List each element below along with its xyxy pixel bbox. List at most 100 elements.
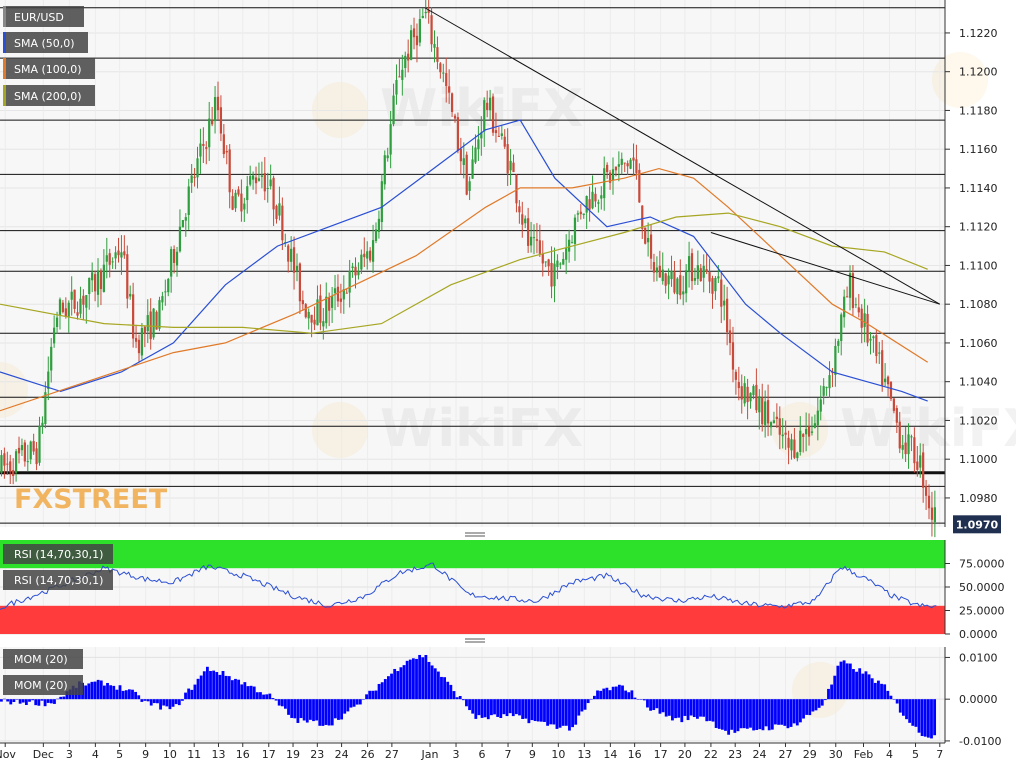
mom-bar: [892, 699, 896, 700]
candle-body: [585, 196, 588, 213]
mom-bar: [277, 699, 281, 706]
mom-bar: [599, 690, 603, 700]
mom-bar: [408, 659, 412, 700]
candle-body: [91, 272, 94, 281]
candle-body: [345, 292, 348, 294]
mom-bar: [368, 690, 372, 700]
candle-body: [486, 102, 489, 110]
legend-symbol-label: EUR/USD: [14, 11, 64, 24]
mom-bar: [196, 678, 200, 700]
candle-body: [664, 273, 667, 286]
legend-sma100[interactable]: SMA (100,0): [3, 58, 95, 79]
mom-bar: [848, 663, 852, 700]
mom-bar: [755, 699, 759, 731]
x-tick-label: 13: [577, 748, 591, 761]
candle-body: [421, 15, 424, 19]
candle-body: [579, 211, 582, 215]
mom-bar: [836, 665, 840, 700]
legend-rsi-a[interactable]: RSI (14,70,30,1): [3, 544, 113, 564]
legend-symbol[interactable]: EUR/USD: [3, 6, 84, 27]
mom-bar: [377, 683, 381, 700]
candle-body: [568, 239, 571, 252]
rsi-y-axis: 75.0000 50.0000 25.0000 0.0000: [944, 540, 1005, 641]
mom-bar: [805, 699, 809, 715]
mom-bar: [87, 683, 91, 700]
legend-sma50[interactable]: SMA (50,0): [3, 32, 88, 53]
mom-bar: [383, 679, 387, 700]
mom-bar: [15, 699, 19, 700]
legend-mom-b[interactable]: MOM (20): [3, 675, 83, 695]
mom-bar: [146, 699, 150, 702]
mom-bar: [181, 699, 184, 701]
candle-body: [108, 253, 111, 265]
candle-body: [196, 158, 199, 178]
mom-bar: [43, 699, 47, 707]
candle-body: [456, 117, 460, 151]
legend-rsi-b[interactable]: RSI (14,70,30,1): [3, 570, 113, 590]
mom-bar: [59, 696, 63, 700]
x-tick-label: 27: [385, 748, 399, 761]
candle-body: [603, 168, 606, 199]
candle-body: [623, 162, 626, 164]
candle-body: [805, 428, 808, 435]
candle-body: [143, 326, 146, 334]
candle-body: [462, 158, 465, 165]
candle-body: [620, 158, 623, 165]
candle-body: [184, 217, 187, 221]
candle-body: [120, 252, 123, 258]
mom-bar: [518, 699, 521, 716]
mom-bar: [137, 695, 141, 700]
candle-body: [910, 436, 913, 438]
candle-body: [550, 262, 553, 287]
candle-body: [500, 133, 503, 136]
mom-bar: [889, 695, 893, 700]
legend-mom-a[interactable]: MOM (20): [3, 649, 83, 669]
price-y-tick-label: 1.1180: [959, 104, 998, 117]
candle-body: [913, 437, 916, 464]
mom-bar: [93, 681, 97, 700]
candle-body: [325, 296, 328, 324]
x-tick-label: 27: [778, 748, 792, 761]
mom-bar: [933, 699, 937, 736]
candle-body: [781, 434, 784, 437]
x-tick-label: 5: [912, 748, 919, 761]
current-price-tag: 1.0970: [953, 515, 1001, 534]
mom-bar: [543, 699, 546, 722]
mom-bar: [736, 699, 740, 732]
candle-body: [234, 192, 237, 209]
mom-bar: [99, 680, 103, 700]
mom-bar: [689, 699, 693, 716]
mom-bar: [115, 689, 119, 700]
candle-body: [532, 237, 536, 239]
mom-splitter[interactable]: [0, 634, 945, 647]
candle-body: [667, 275, 670, 285]
candle-body: [249, 176, 252, 185]
candle-body: [527, 218, 530, 246]
candle-body: [743, 383, 746, 404]
x-tick-label: 24: [335, 748, 349, 761]
price-y-tick-label: 1.1120: [959, 221, 998, 234]
candle-body: [290, 248, 293, 262]
candle-body: [23, 442, 26, 462]
mom-bar: [280, 699, 284, 707]
candle-body: [333, 288, 337, 294]
candle-body: [427, 10, 430, 13]
mom-bar: [362, 699, 365, 700]
candle-body: [588, 199, 591, 210]
candle-body: [509, 160, 512, 171]
candle-body: [471, 159, 474, 179]
candle-body: [503, 136, 506, 147]
rsi-splitter[interactable]: [0, 528, 945, 540]
mom-bar: [867, 674, 871, 700]
candle-body: [720, 279, 723, 307]
x-tick-label: 17: [262, 748, 276, 761]
candle-body: [193, 176, 196, 178]
candle-body: [161, 296, 164, 303]
mom-bar: [31, 699, 35, 701]
legend-sma200[interactable]: SMA (200,0): [3, 85, 95, 106]
mom-bar: [661, 699, 665, 713]
candle-body: [450, 93, 454, 113]
candle-body: [67, 302, 70, 317]
mom-bar: [521, 699, 525, 719]
candle-body: [565, 248, 568, 260]
